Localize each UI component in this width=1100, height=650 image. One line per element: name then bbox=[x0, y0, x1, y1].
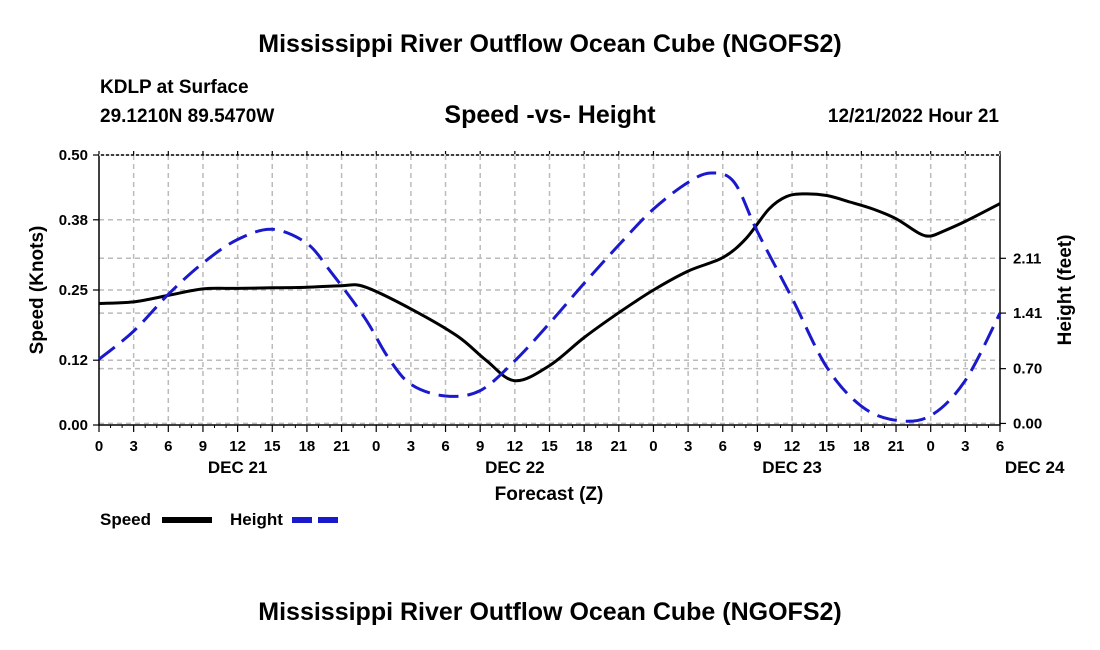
y-tick-label: 0.12 bbox=[59, 352, 88, 369]
chart-subtitle: Speed -vs- Height bbox=[444, 101, 656, 129]
x-tick-label: 0 bbox=[927, 438, 935, 455]
x-tick-label: 15 bbox=[264, 438, 281, 455]
x-tick-label: 21 bbox=[333, 438, 350, 455]
y-axis-label: Speed (Knots) bbox=[27, 226, 48, 355]
x-axis-label: Forecast (Z) bbox=[495, 484, 604, 505]
footer-title: Mississippi River Outflow Ocean Cube (NG… bbox=[258, 598, 842, 626]
x-tick-label: 21 bbox=[610, 438, 627, 455]
y2-tick-label: 1.41 bbox=[1013, 305, 1042, 322]
x-tick-label: 18 bbox=[576, 438, 593, 455]
x-tick-label: 18 bbox=[299, 438, 316, 455]
coordinates-label: 29.1210N 89.5470W bbox=[100, 106, 275, 127]
x-tick-label: 6 bbox=[164, 438, 172, 455]
height-series-line bbox=[98, 171, 1002, 423]
x-tick-label: 9 bbox=[199, 438, 207, 455]
axes: 0 3 6 9 12 15 18 21 0 3 6 9 12 15 18 21 0 3 6 9 12 15 18 21 0 3 60… bbox=[59, 147, 1065, 477]
legend: Speed Height bbox=[100, 510, 344, 529]
x-tick-label: 0 bbox=[649, 438, 657, 455]
x-tick-label: 3 bbox=[407, 438, 415, 455]
y-tick-label: 0.00 bbox=[59, 417, 88, 434]
x-tick-label: 6 bbox=[441, 438, 449, 455]
day-label: DEC 24 bbox=[1005, 458, 1065, 477]
y-tick-label: 0.50 bbox=[59, 147, 88, 164]
main-title: Mississippi River Outflow Ocean Cube (NG… bbox=[258, 30, 842, 58]
legend-label-speed: Speed bbox=[100, 510, 151, 529]
x-tick-label: 15 bbox=[818, 438, 835, 455]
grid-lines bbox=[99, 155, 1000, 425]
speed-series-line bbox=[98, 192, 1001, 383]
series bbox=[98, 171, 1002, 423]
legend-label-height: Height bbox=[230, 510, 283, 529]
x-tick-label: 18 bbox=[853, 438, 870, 455]
forecast-datetime: 12/21/2022 Hour 21 bbox=[827, 106, 999, 127]
x-tick-label: 3 bbox=[961, 438, 969, 455]
x-tick-label: 6 bbox=[719, 438, 727, 455]
x-tick-label: 6 bbox=[996, 438, 1004, 455]
y2-tick-label: 2.11 bbox=[1013, 250, 1041, 267]
day-label: DEC 23 bbox=[762, 458, 822, 477]
x-tick-label: 3 bbox=[684, 438, 692, 455]
y-tick-label: 0.25 bbox=[59, 282, 88, 299]
x-tick-label: 12 bbox=[507, 438, 524, 455]
x-tick-label: 15 bbox=[541, 438, 558, 455]
y2-tick-label: 0.70 bbox=[1013, 361, 1042, 378]
x-tick-label: 0 bbox=[372, 438, 380, 455]
x-tick-label: 9 bbox=[753, 438, 761, 455]
y2-tick-label: 0.00 bbox=[1013, 415, 1042, 432]
day-label: DEC 21 bbox=[208, 458, 268, 477]
y-tick-label: 0.38 bbox=[59, 212, 88, 229]
x-tick-label: 3 bbox=[129, 438, 137, 455]
station-label: KDLP at Surface bbox=[100, 77, 249, 98]
x-tick-label: 21 bbox=[888, 438, 905, 455]
x-tick-label: 12 bbox=[229, 438, 246, 455]
day-label: DEC 22 bbox=[485, 458, 545, 477]
x-tick-label: 0 bbox=[95, 438, 103, 455]
x-tick-label: 12 bbox=[784, 438, 801, 455]
x-tick-label: 9 bbox=[476, 438, 484, 455]
y2-axis-label: Height (feet) bbox=[1055, 235, 1076, 346]
